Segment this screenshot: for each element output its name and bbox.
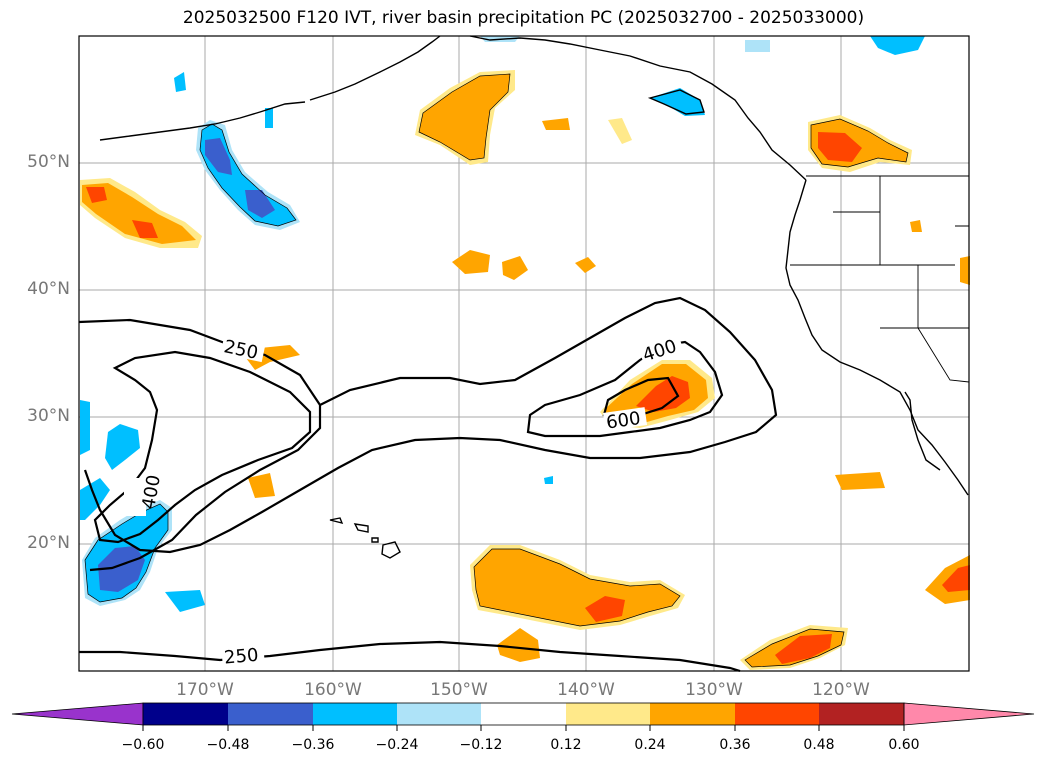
ivt-contour-600	[602, 376, 680, 417]
colorbar-extend-left	[11, 702, 144, 726]
lon-label-170w: 170°W	[176, 680, 234, 700]
coastlines	[99, 35, 969, 559]
colorbar-bin-2	[228, 703, 313, 725]
map-frame	[78, 35, 970, 672]
hawaii-3	[381, 541, 401, 559]
hawaii-2	[353, 523, 369, 533]
contour-label-600: 600	[605, 408, 642, 434]
pos-area-south-mid	[474, 549, 680, 626]
border-state-6	[880, 327, 970, 383]
coast-aleutians	[99, 35, 441, 141]
neg-area-top-3	[745, 40, 770, 52]
neg-area-small-a	[174, 72, 186, 92]
ivt-contour-250-main	[78, 296, 778, 572]
coast-bc	[785, 179, 969, 496]
pos-area-south-2	[497, 628, 540, 662]
colorbar-bin-3	[313, 703, 397, 725]
coast-islands-sw-alaska	[647, 89, 705, 115]
coast-alaska-gulf	[469, 35, 807, 181]
lon-label-120w: 120°W	[812, 680, 870, 700]
colorbar-tick-8: 0.36	[719, 737, 751, 753]
colorbar-tick-3: −0.36	[291, 737, 335, 753]
neg-area-nw-high2	[245, 190, 275, 218]
pos-area-ne-high	[818, 132, 862, 162]
colorbar-bin-5	[481, 703, 566, 725]
neg-area-sw-high	[98, 546, 145, 592]
political-borders	[790, 175, 970, 383]
lon-label-150w: 150°W	[430, 680, 488, 700]
lat-label-50n: 50°N	[27, 152, 70, 172]
pos-area-small-10	[910, 220, 922, 232]
coast-mexico-inlet	[904, 391, 941, 471]
pos-area-se-high	[942, 565, 970, 592]
ivt-contour-250-south	[79, 640, 741, 673]
ivt-contour-400	[93, 350, 312, 544]
shade-outlines	[84, 73, 909, 668]
ivt-contour-400-east	[526, 340, 724, 438]
colorbar-bin-9	[819, 703, 904, 725]
ivt-contours	[78, 296, 778, 673]
colorbar-bin-8	[735, 703, 819, 725]
pos-area-nw-mid	[82, 183, 196, 244]
contour-labels: 250 400 400 600 250	[124, 333, 684, 669]
pos-area-south-3-high	[775, 634, 832, 664]
pos-area-ar-core-high	[636, 376, 690, 412]
colorbar-tick-2: −0.48	[206, 737, 250, 753]
colorbar-bin-1	[143, 703, 228, 725]
lat-label-20n: 20°N	[27, 533, 70, 553]
pos-area-small-4	[575, 257, 596, 273]
neg-area-top-2	[870, 36, 925, 55]
pos-area-small-2	[452, 250, 490, 274]
lon-label-160w: 160°W	[304, 680, 362, 700]
colorbar-tick-9: 0.48	[803, 737, 835, 753]
lat-label-30n: 30°N	[27, 406, 70, 426]
pos-area-small-5	[542, 118, 570, 130]
colorbar-outline	[142, 702, 905, 726]
neg-area-small-c	[165, 590, 205, 612]
lat-label-40n: 40°N	[27, 279, 70, 299]
pos-area-small-9	[960, 256, 970, 285]
colorbar-tick-4: −0.24	[375, 737, 419, 753]
colorbar-tick-5: −0.12	[459, 737, 503, 753]
hawaii-1	[329, 517, 344, 525]
pos-area-nw-high2	[132, 220, 158, 238]
colorbar-tick-7: 0.24	[634, 737, 666, 753]
hawaii-4	[371, 537, 379, 543]
neg-area-small-b	[265, 108, 273, 128]
colorbar-bin-4	[397, 703, 481, 725]
pos-area-small-3	[502, 256, 528, 280]
neg-area-west-1	[80, 400, 90, 455]
pos-area-small-8	[835, 472, 885, 490]
precip-positive-areas	[80, 70, 970, 670]
pos-area-south-high	[585, 596, 625, 622]
lon-label-130w: 130°W	[685, 680, 743, 700]
contour-label-250-south: 250	[223, 645, 259, 669]
pos-area-nw-high1	[86, 187, 107, 203]
pos-area-small-6	[608, 118, 632, 144]
colorbar-bin-7	[650, 703, 735, 725]
colorbar-bin-6	[566, 703, 650, 725]
colorbar-tick-1: −0.60	[121, 737, 165, 753]
neg-area-nw-high1	[205, 138, 232, 175]
lon-label-140w: 140°W	[557, 680, 615, 700]
colorbar	[11, 702, 1035, 731]
neg-area-small-d	[544, 476, 553, 484]
pos-area-north-central-mid	[419, 74, 510, 160]
map-title: 2025032500 F120 IVT, river basin precipi…	[182, 8, 865, 28]
neg-area-west-2	[105, 424, 140, 470]
pos-area-small-7	[248, 473, 275, 498]
colorbar-tick-6: 0.12	[550, 737, 582, 753]
colorbar-tick-10: 0.60	[888, 737, 920, 753]
colorbar-extend-right	[903, 702, 1035, 726]
